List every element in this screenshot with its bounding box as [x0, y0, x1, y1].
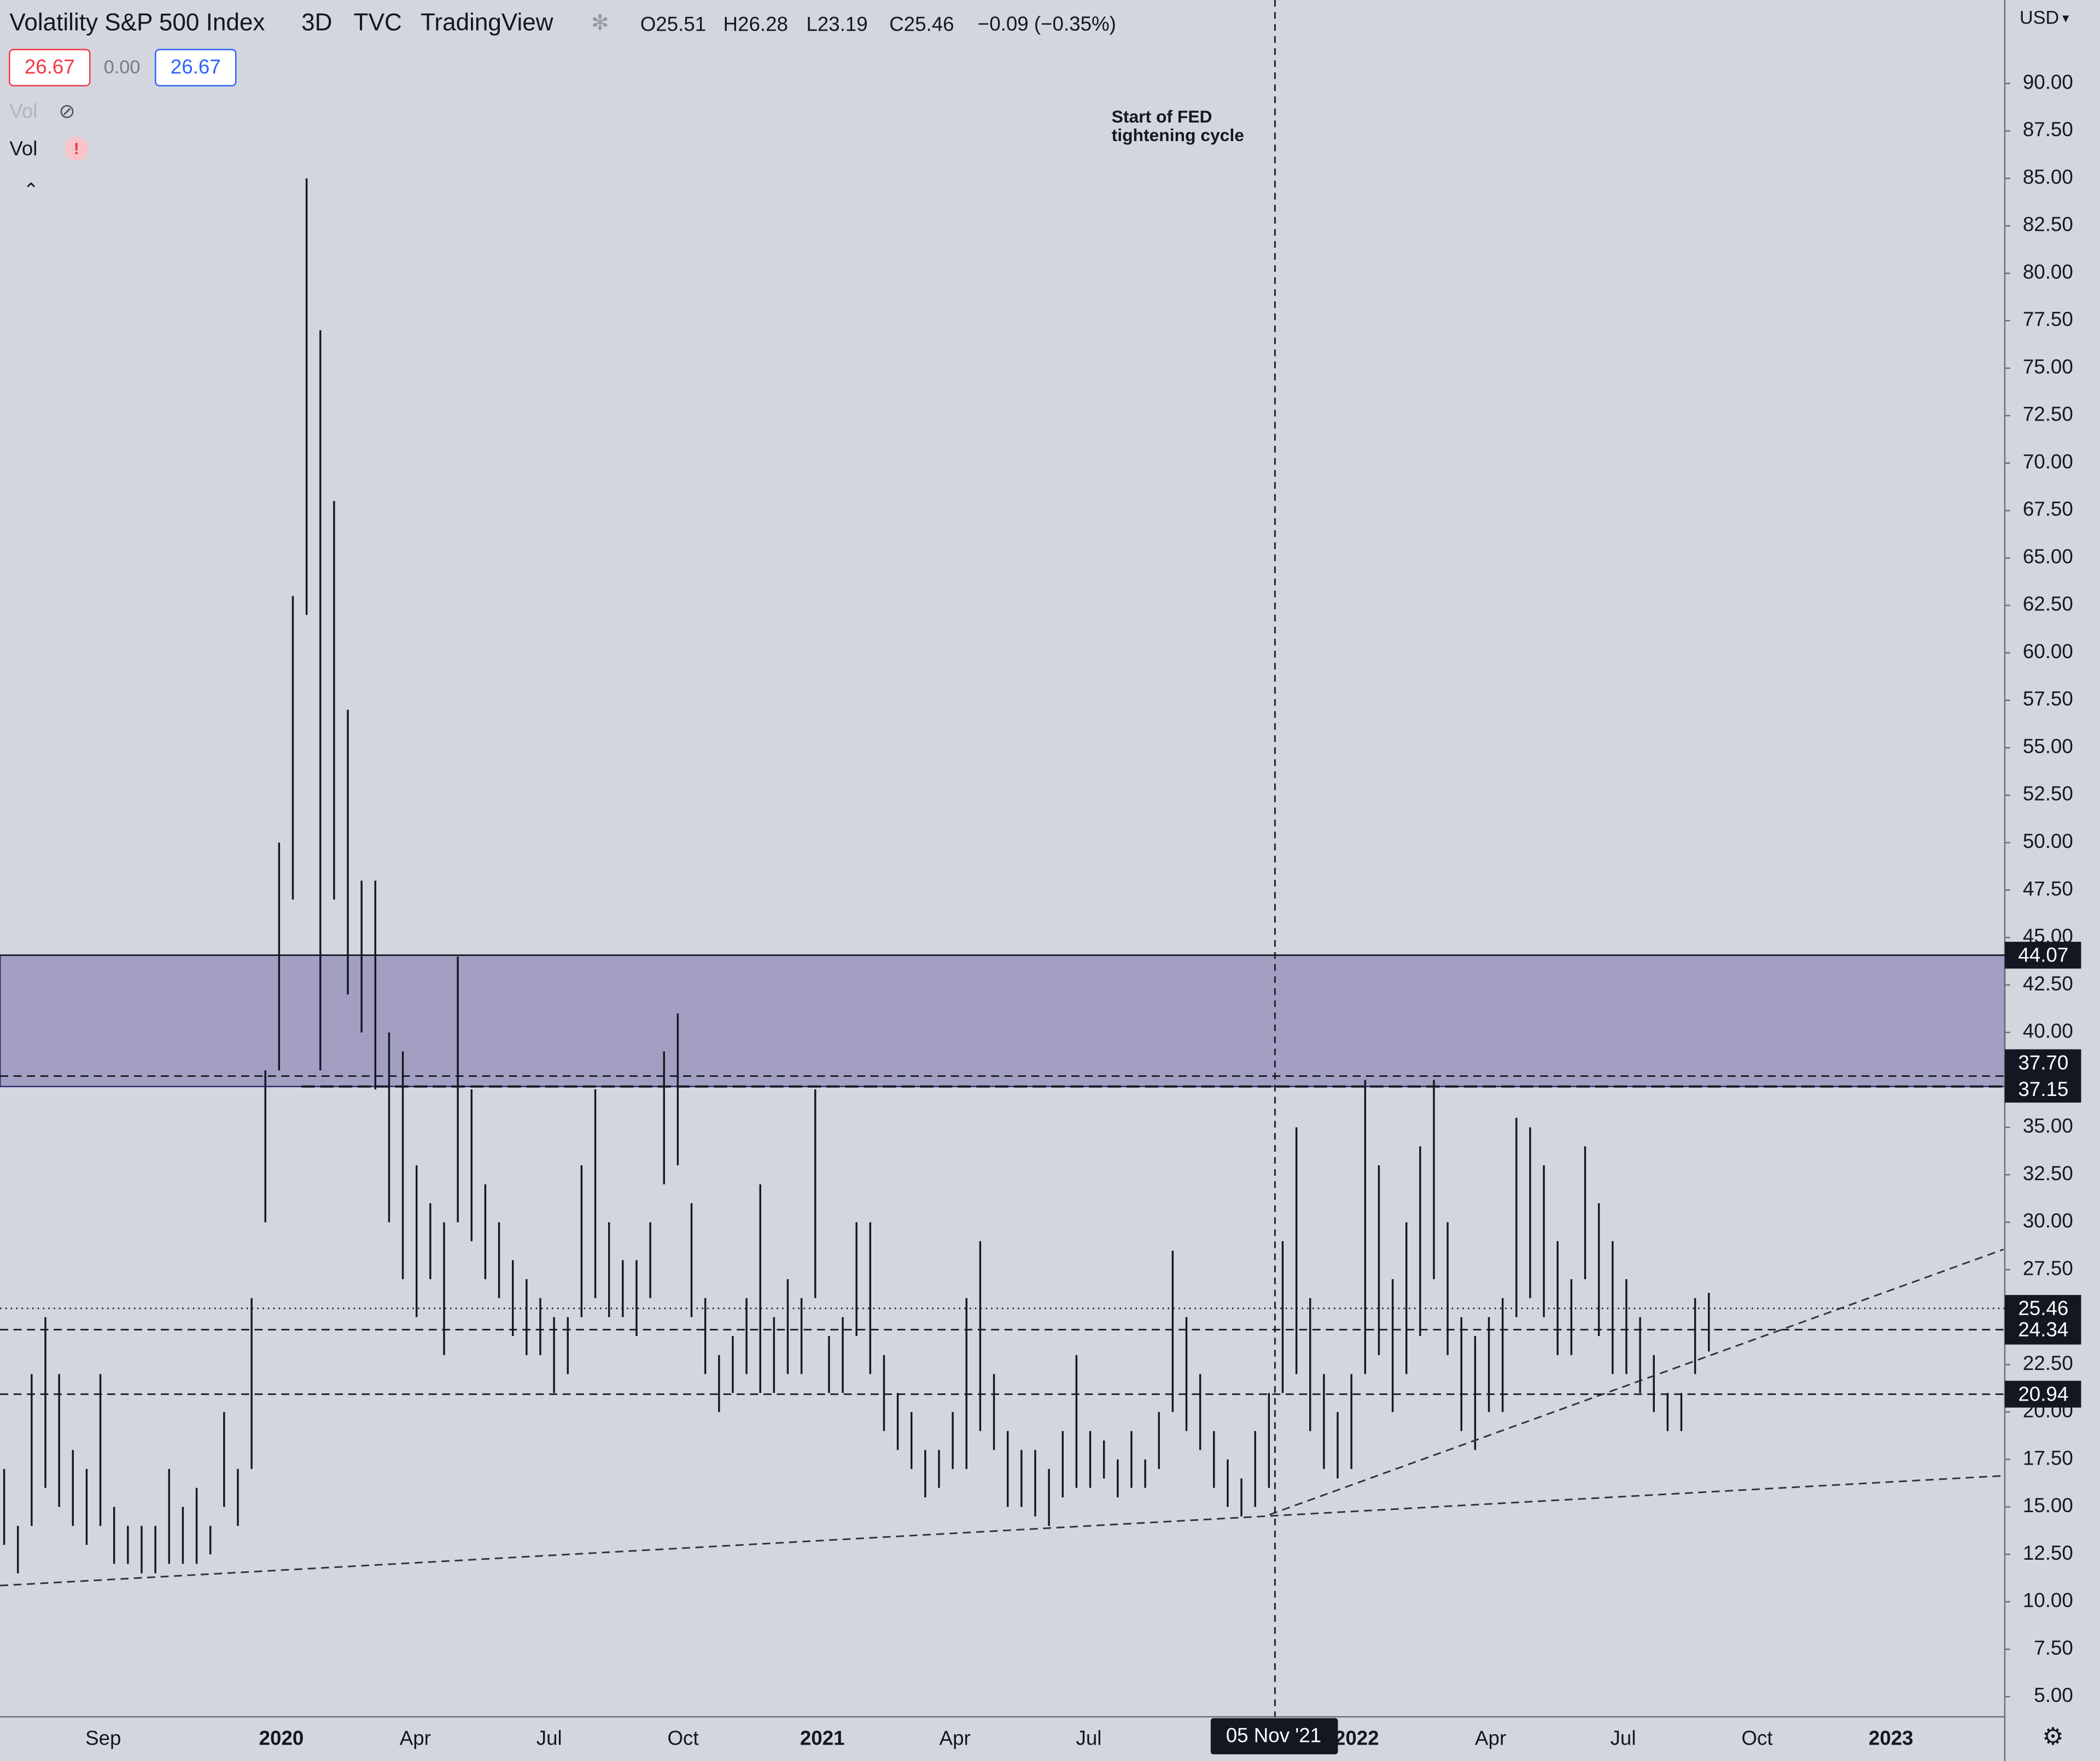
x-tick-label: Apr: [400, 1727, 431, 1750]
ohlc-item: L23.19: [806, 13, 867, 35]
plot-area: [0, 178, 2006, 1573]
y-tick-label: 72.50: [2023, 403, 2073, 425]
market-status-icon[interactable]: ✻: [591, 11, 609, 34]
y-tick-label: 15.00: [2023, 1494, 2073, 1517]
y-tick-label: 27.50: [2023, 1257, 2073, 1279]
ohlc-label: L: [806, 13, 817, 35]
symbol-title[interactable]: Volatility S&P 500 Index: [9, 9, 265, 36]
ohlc-item: O25.51: [640, 13, 706, 35]
sell-box[interactable]: [9, 49, 91, 86]
y-tick-label: 10.00: [2023, 1589, 2073, 1612]
currency-arrow[interactable]: ▾: [2062, 11, 2069, 26]
ohlc-value: 25.46: [904, 13, 954, 35]
y-tick-label: 55.00: [2023, 735, 2073, 757]
y-tick-label: 87.50: [2023, 118, 2073, 141]
x-tick-label: 2023: [1869, 1727, 1914, 1750]
x-tick-label: Sep: [85, 1727, 121, 1750]
price-zone[interactable]: [0, 954, 2006, 1087]
y-tick-label: 5.00: [2034, 1684, 2073, 1706]
ohlc-value: 26.28: [738, 13, 788, 35]
y-tick-label: 47.50: [2023, 877, 2073, 900]
hidden-icon[interactable]: ⊘: [59, 100, 75, 122]
indicator-name[interactable]: Vol: [9, 137, 37, 160]
error-icon[interactable]: [64, 136, 89, 161]
ohlc-value: 23.19: [818, 13, 868, 35]
y-tick-label: 67.50: [2023, 498, 2073, 520]
x-tick-label: Jul: [536, 1727, 562, 1750]
level-label: 37.15: [2018, 1078, 2068, 1100]
y-tick-label: 17.50: [2023, 1447, 2073, 1469]
y-tick-label: 30.00: [2023, 1210, 2073, 1232]
collapse-button[interactable]: ⌃: [23, 180, 39, 201]
ohlc-value: 25.51: [656, 13, 706, 35]
ohlc-label: C: [889, 13, 904, 35]
crosshair-date: 05 Nov '21: [1226, 1724, 1321, 1747]
x-tick-label: 2020: [259, 1727, 304, 1750]
level-label: 20.94: [2018, 1383, 2068, 1405]
y-tick-label: 42.50: [2023, 972, 2073, 995]
ohlc-values: O25.51 H26.28 L23.19 C25.46 −0.09 (−0.35%): [640, 13, 1116, 35]
level-label: 44.07: [2018, 944, 2068, 966]
y-tick-label: 22.50: [2023, 1352, 2073, 1374]
y-tick-label: 82.50: [2023, 213, 2073, 236]
level-label-box: [2004, 1380, 2081, 1408]
y-tick-label: 65.00: [2023, 545, 2073, 568]
annotation[interactable]: Start of FED: [1112, 107, 1212, 126]
y-tick-label: 35.00: [2023, 1115, 2073, 1137]
y-tick-label: 77.50: [2023, 308, 2073, 330]
buy-price[interactable]: 26.67: [171, 56, 221, 78]
interval[interactable]: 3D: [301, 9, 332, 36]
y-tick-label: 85.00: [2023, 166, 2073, 188]
exchange[interactable]: TVC: [354, 9, 402, 36]
ohlc-label: H: [724, 13, 738, 35]
x-tick-label: Jul: [1611, 1727, 1636, 1750]
change: −0.09 (−0.35%): [978, 13, 1116, 35]
y-tick-label: 12.50: [2023, 1542, 2073, 1564]
level-label: 37.70: [2018, 1051, 2068, 1074]
x-tick-label: 2021: [800, 1727, 845, 1750]
ohlc-label: O: [640, 13, 656, 35]
level-label: 25.46: [2018, 1297, 2068, 1320]
ohlc-item: H26.28: [724, 13, 788, 35]
settings-button[interactable]: ⚙: [2042, 1723, 2064, 1750]
indicator-name[interactable]: Vol: [9, 100, 37, 122]
y-tick-label: 52.50: [2023, 783, 2073, 805]
x-tick-label: Apr: [1475, 1727, 1506, 1750]
x-tick-label: Apr: [940, 1727, 971, 1750]
annotation[interactable]: tightening cycle: [1112, 125, 1244, 145]
level-label-box: [2004, 1316, 2081, 1343]
y-tick-label: 90.00: [2023, 71, 2073, 93]
x-tick-label: Oct: [668, 1727, 699, 1750]
y-tick-label: 75.00: [2023, 355, 2073, 378]
crosshair-date-box: [1210, 1718, 1338, 1754]
error-icon-mark[interactable]: !: [74, 140, 79, 158]
currency[interactable]: USD: [2020, 7, 2059, 28]
level-label-box: [2004, 1049, 2081, 1076]
x-tick-label: Oct: [1741, 1727, 1772, 1750]
level-label: 24.34: [2018, 1318, 2068, 1340]
spread: 0.00: [104, 57, 141, 78]
y-tick-label: 57.50: [2023, 687, 2073, 710]
y-tick-label: 32.50: [2023, 1162, 2073, 1185]
y-tick-label: 60.00: [2023, 640, 2073, 662]
y-tick-label: 40.00: [2023, 1020, 2073, 1042]
buy-box[interactable]: [155, 49, 237, 86]
y-tick-label: 50.00: [2023, 830, 2073, 852]
y-tick-label: 62.50: [2023, 593, 2073, 615]
ohlc-item: C25.46: [889, 13, 954, 35]
source[interactable]: TradingView: [421, 9, 553, 36]
x-tick-label: Jul: [1076, 1727, 1102, 1750]
trend-line[interactable]: [1269, 1249, 2004, 1515]
level-label-box: [2004, 942, 2081, 969]
sell-price[interactable]: 26.67: [25, 56, 75, 78]
x-tick-label: 2022: [1334, 1727, 1379, 1750]
y-tick-label: 7.50: [2034, 1636, 2073, 1659]
y-tick-label: 80.00: [2023, 260, 2073, 283]
level-label-box: [2004, 1076, 2081, 1103]
y-tick-label: 70.00: [2023, 450, 2073, 473]
